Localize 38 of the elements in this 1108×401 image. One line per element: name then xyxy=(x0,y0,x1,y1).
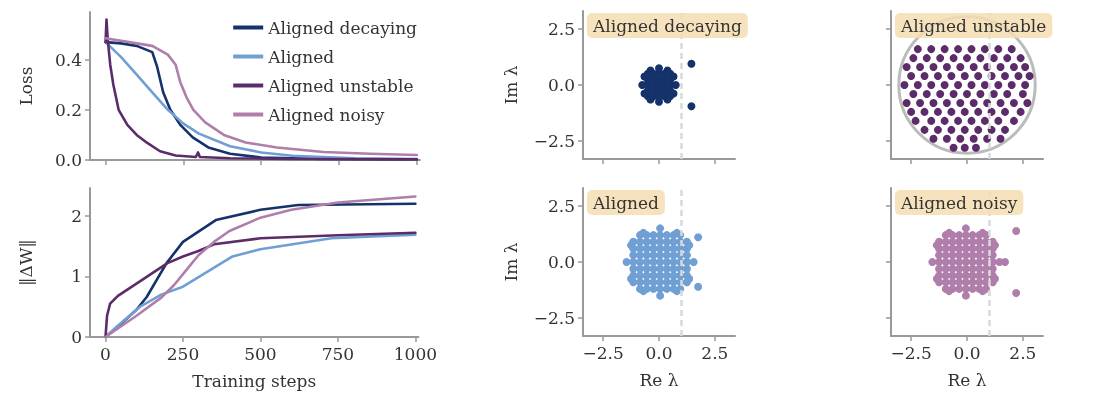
y-tick-label: −2.5 xyxy=(533,308,575,329)
y-tick-label: 2.5 xyxy=(547,18,575,39)
chart-title: Aligned unstable xyxy=(900,15,1047,36)
y-axis-title: Im λ xyxy=(500,242,521,282)
y-tick-label: 0.0 xyxy=(547,75,575,95)
chart-title: Aligned xyxy=(592,192,660,213)
x-tick-label: −2.5 xyxy=(890,342,932,363)
y-tick-label: 0.4 xyxy=(54,49,82,70)
x-tick-label: 750 xyxy=(321,343,355,364)
legend-label: Aligned xyxy=(267,46,335,67)
x-tick-label: 0.0 xyxy=(645,342,673,363)
y-tick-label: 0.0 xyxy=(54,150,82,170)
legend-label: Aligned noisy xyxy=(267,104,385,125)
y-axis-title: ‖ΔW‖ xyxy=(15,239,36,286)
y-tick-label: 0 xyxy=(71,327,82,347)
y-tick-label: 2 xyxy=(71,205,82,226)
y-axis-title: Loss xyxy=(15,66,36,106)
legend-label: Aligned unstable xyxy=(267,75,414,96)
x-tick-label: 500 xyxy=(244,343,277,364)
y-tick-label: 0.0 xyxy=(547,252,575,272)
legend-label: Aligned decaying xyxy=(267,17,418,38)
x-tick-label: −2.5 xyxy=(582,342,624,363)
x-tick-label: 0 xyxy=(100,343,111,364)
y-tick-label: 0.2 xyxy=(54,99,82,120)
chart-title: Aligned noisy xyxy=(900,192,1018,213)
y-tick-label: 1 xyxy=(71,266,82,287)
x-tick-label: 2.5 xyxy=(701,342,729,363)
x-tick-label: 0.0 xyxy=(953,342,981,363)
x-axis-title: Re λ xyxy=(947,369,987,390)
x-axis-title: Training steps xyxy=(192,370,317,391)
x-tick-label: 250 xyxy=(166,343,200,364)
x-axis-title: Re λ xyxy=(639,369,679,390)
y-tick-label: 2.5 xyxy=(547,195,575,216)
y-axis-title: Im λ xyxy=(500,65,521,105)
x-tick-label: 1000 xyxy=(393,343,437,364)
chart-title: Aligned decaying xyxy=(592,15,742,36)
y-tick-label: −2.5 xyxy=(533,131,575,152)
x-tick-label: 2.5 xyxy=(1009,342,1037,363)
